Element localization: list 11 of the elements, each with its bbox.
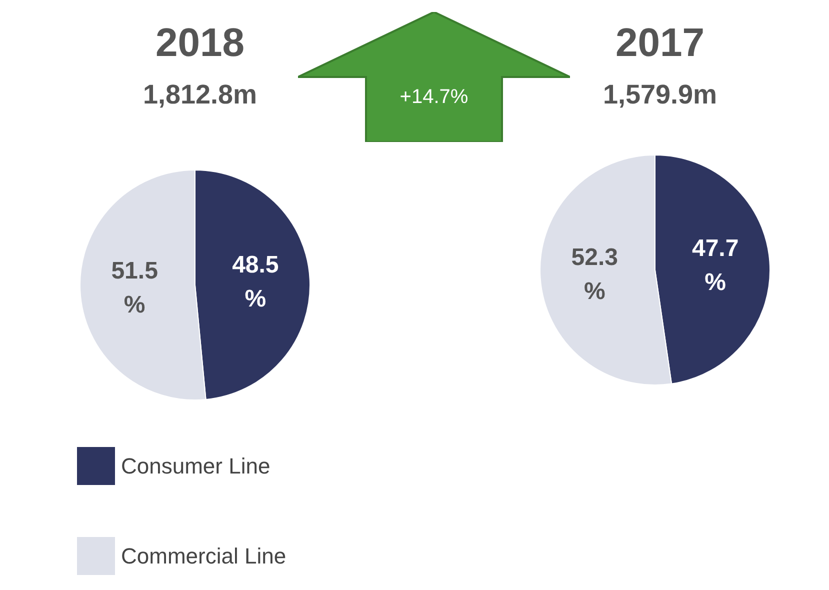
- chart-title: 2018: [156, 21, 244, 65]
- data-label: 48.5 %: [232, 252, 279, 313]
- legend-label: Consumer Line: [121, 454, 270, 478]
- chart-subtitle: 1,579.9m: [602, 80, 718, 110]
- chart-title: 2017: [616, 21, 704, 65]
- text: +14.7%: [398, 86, 470, 109]
- chart-subtitle: 1,812.8m: [142, 80, 258, 110]
- data-label: 52.3 %: [571, 244, 618, 305]
- legend-label: Commercial Line: [121, 544, 286, 568]
- data-label: 47.7 %: [692, 235, 739, 296]
- data-label: 51.5 %: [111, 257, 158, 318]
